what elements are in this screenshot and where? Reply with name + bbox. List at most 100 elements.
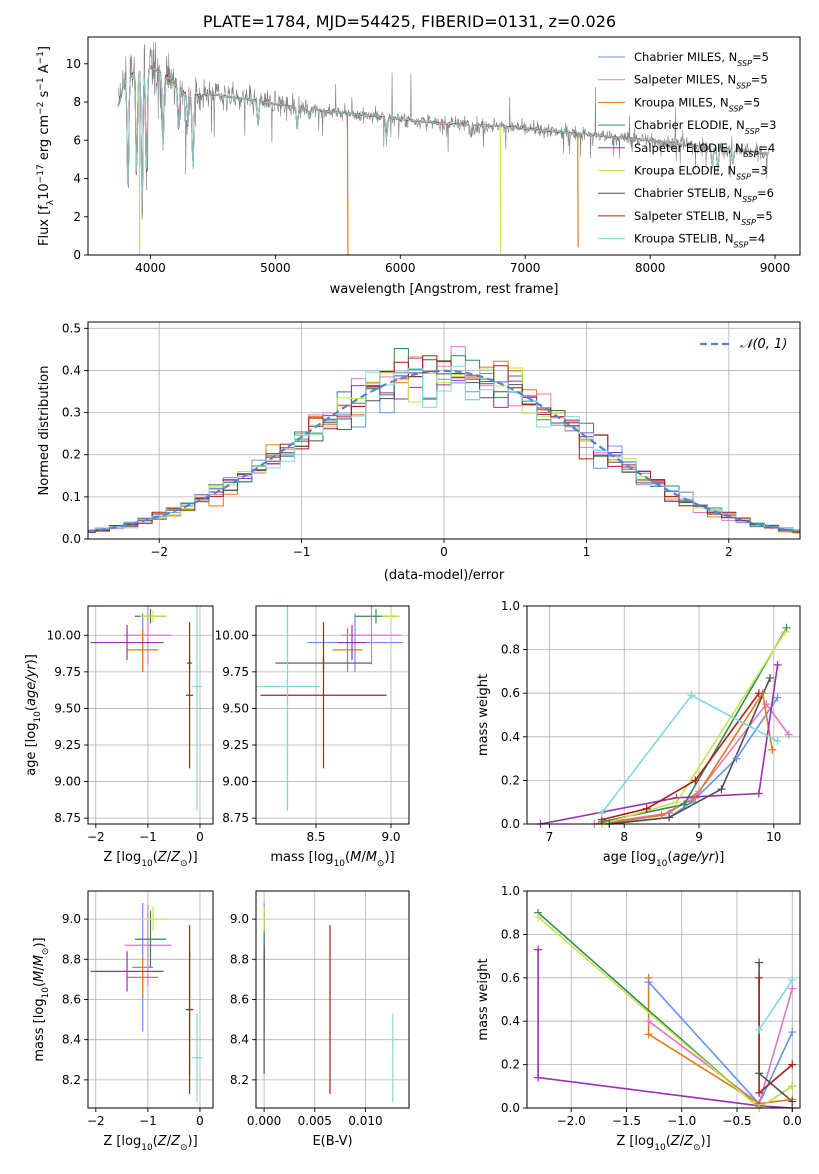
x-tick-label: 8.5 xyxy=(306,830,325,844)
axis-label-part: A xyxy=(37,64,52,77)
legend-label: Salpeter STELIB, NSSP=5 xyxy=(634,209,773,227)
plot-area xyxy=(541,628,789,824)
y-tick-label: 9.75 xyxy=(222,665,249,679)
legend-subscript: SSP xyxy=(729,104,744,113)
mass-weight-point xyxy=(774,694,782,702)
x-tick-label: 1 xyxy=(583,545,591,559)
mass-weight-line xyxy=(759,978,792,1093)
mass-weight-line xyxy=(538,913,792,1108)
legend-count: =5 xyxy=(756,209,773,223)
mass-weight-point xyxy=(755,789,763,797)
mass-weight-point xyxy=(645,1030,653,1038)
axis-label-part: −1 xyxy=(36,51,46,64)
axes-frame xyxy=(88,606,213,824)
axis-label-part: )] xyxy=(24,654,39,664)
legend-count: =3 xyxy=(751,164,768,178)
plot-area xyxy=(264,903,393,1102)
axis-label-part: mass weight xyxy=(476,674,491,756)
y-tick-label: 0.0 xyxy=(501,817,520,831)
mass-weight-point xyxy=(774,661,782,669)
axis-label-part: −17 xyxy=(36,164,46,183)
axis-label-part: −1 xyxy=(36,77,46,90)
axis-label-part: Z [log xyxy=(103,1134,141,1149)
y-tick-label: 0.2 xyxy=(501,773,520,787)
legend-count: =5 xyxy=(743,95,760,109)
y-tick-label: 0.5 xyxy=(62,321,81,335)
axis-label-part: age [log xyxy=(24,723,39,776)
y-tick-label: 8.4 xyxy=(230,1033,249,1047)
plot-area xyxy=(91,903,202,1102)
axis-label-part: M xyxy=(350,850,361,865)
y-axis-label: mass weight xyxy=(476,674,491,756)
axis-label-part: ⊙ xyxy=(693,1143,701,1153)
y-tick-label: 9.50 xyxy=(54,701,81,715)
x-axis-label: Z [log10(Z/Z⊙)] xyxy=(103,850,197,869)
plot-area xyxy=(538,913,792,1108)
y-tick-label: 0.6 xyxy=(501,971,520,985)
axis-label-part: mass [log xyxy=(32,998,47,1061)
x-tick-label: −1 xyxy=(293,545,311,559)
legend-text: Chabrier STELIB, N xyxy=(634,186,742,200)
y-tick-label: 9.25 xyxy=(54,738,81,752)
axis-label-part: mass weight xyxy=(476,958,491,1040)
y-tick-label: 9.75 xyxy=(54,665,81,679)
y-tick-label: 9.00 xyxy=(222,775,249,789)
y-tick-label: 9.00 xyxy=(54,775,81,789)
axis-label-part: )] xyxy=(32,937,47,947)
legend-text: Kroupa MILES, N xyxy=(634,95,729,109)
legend-label: Chabrier ELODIE, NSSP=3 xyxy=(634,118,776,136)
axis-label-part: erg cm xyxy=(37,115,52,164)
axis-label-part: Z [log xyxy=(103,850,141,865)
legend-text: Salpeter ELODIE, N xyxy=(634,141,744,155)
y-tick-label: 8 xyxy=(73,95,81,109)
legend-text: Salpeter MILES, N xyxy=(634,73,736,87)
y-tick-label: 0.3 xyxy=(62,406,81,420)
y-tick-label: 0.8 xyxy=(501,927,520,941)
legend-subscript: SSP xyxy=(734,240,749,249)
y-tick-label: 4 xyxy=(73,172,81,186)
y-tick-label: 8.2 xyxy=(230,1073,249,1087)
x-tick-label: 4000 xyxy=(135,261,166,275)
y-tick-label: 8.4 xyxy=(62,1033,81,1047)
mass-weight-point xyxy=(788,985,796,993)
axis-label-part: age/yr xyxy=(24,663,39,706)
x-tick-label: 9.0 xyxy=(381,830,400,844)
legend-text: Kroupa ELODIE, N xyxy=(634,164,736,178)
axis-label-part: ] xyxy=(37,46,52,51)
y-tick-label: 0.4 xyxy=(501,730,520,744)
y-tick-label: 1.0 xyxy=(501,599,520,613)
mass-weight-line xyxy=(759,963,792,1102)
legend-text: Chabrier ELODIE, N xyxy=(634,118,745,132)
axis-label-part: )] xyxy=(714,850,724,865)
x-tick-label: −1 xyxy=(139,830,157,844)
axis-label-part: 10 xyxy=(141,859,153,869)
x-tick-label: −0.5 xyxy=(722,1114,751,1128)
mass-weight-point xyxy=(766,674,774,682)
x-tick-label: −1 xyxy=(139,1114,157,1128)
legend-subscript: SSP xyxy=(737,59,752,68)
x-axis-label: age [log10(age/yr)] xyxy=(603,850,725,869)
y-tick-label: 8.8 xyxy=(230,952,249,966)
x-tick-label: −1.5 xyxy=(612,1114,641,1128)
figure-title: PLATE=1784, MJD=54425, FIBERID=0131, z=0… xyxy=(0,12,819,31)
axis-label-part: mass [log xyxy=(270,850,333,865)
y-tick-label: 9.50 xyxy=(222,701,249,715)
y-tick-label: 0.4 xyxy=(62,363,81,377)
axis-label-part: )] xyxy=(188,850,198,865)
axis-label-part: ⊙ xyxy=(180,1143,188,1153)
axis-label-part: ⊙ xyxy=(180,859,188,869)
x-axis-label: E(B-V) xyxy=(312,1134,352,1149)
legend-subscript: SSP xyxy=(736,172,751,181)
axis-label-part: age [log xyxy=(603,850,656,865)
x-axis-label: Z [log10(Z/Z⊙)] xyxy=(616,1134,710,1153)
mass-weight-point xyxy=(717,785,725,793)
axis-label-part: 10 xyxy=(334,859,346,869)
y-tick-label: 10 xyxy=(66,57,81,71)
y-tick-label: 0.8 xyxy=(501,643,520,657)
x-tick-label: 8 xyxy=(620,830,628,844)
mass-weight-point xyxy=(774,737,782,745)
